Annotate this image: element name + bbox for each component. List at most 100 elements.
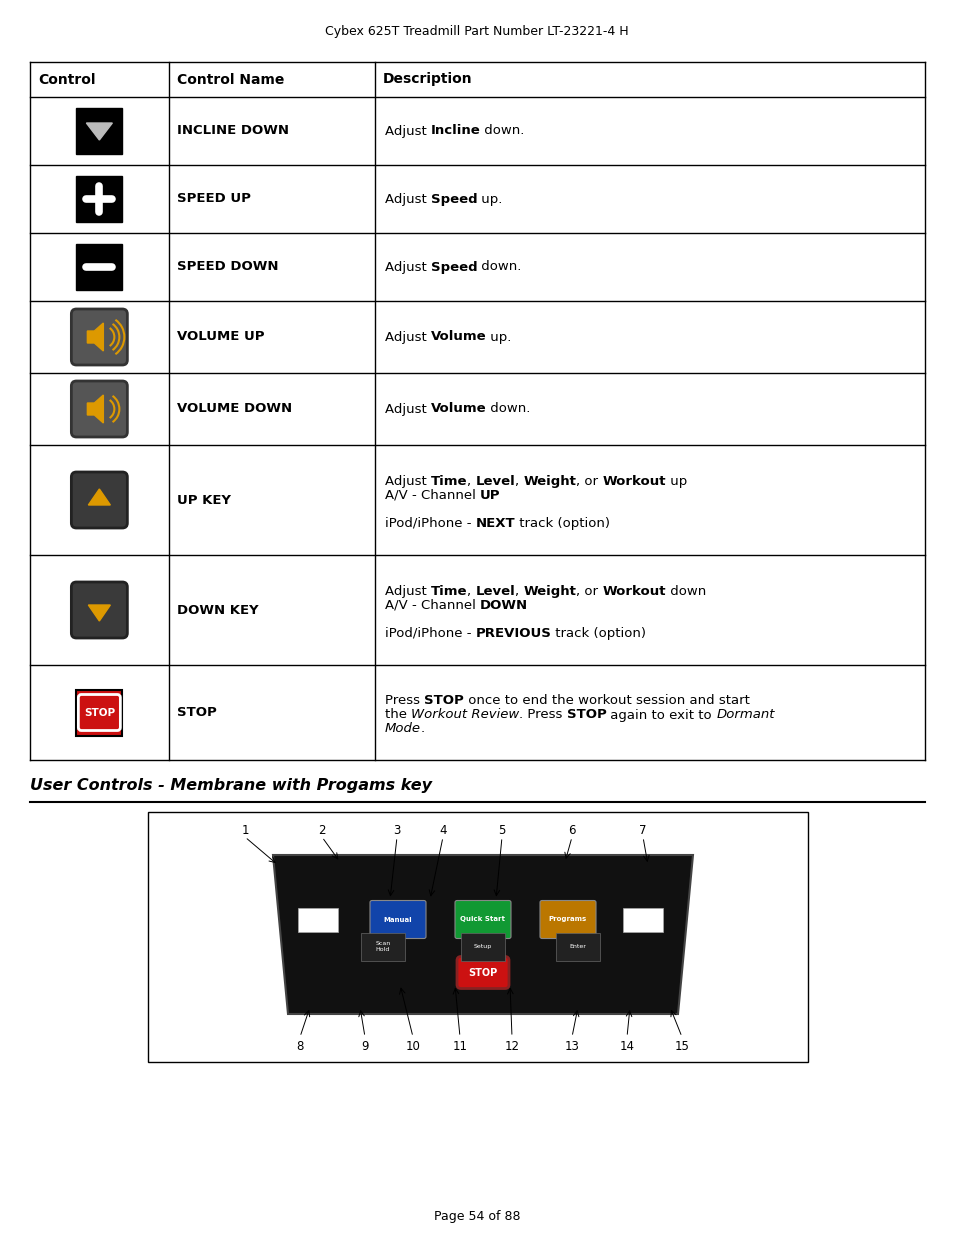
FancyBboxPatch shape — [456, 956, 509, 988]
Text: ,: , — [467, 475, 475, 488]
Text: 5: 5 — [497, 824, 505, 836]
Text: once to end the workout session and start: once to end the workout session and star… — [463, 694, 749, 708]
FancyBboxPatch shape — [76, 245, 122, 290]
FancyBboxPatch shape — [556, 932, 599, 961]
FancyBboxPatch shape — [460, 932, 504, 961]
Text: 10: 10 — [405, 1040, 420, 1052]
Text: Time: Time — [430, 475, 467, 488]
Text: 11: 11 — [452, 1040, 467, 1052]
Text: 15: 15 — [674, 1040, 689, 1052]
Text: Cybex 625T Treadmill Part Number LT-23221-4 H: Cybex 625T Treadmill Part Number LT-2322… — [325, 25, 628, 38]
FancyBboxPatch shape — [76, 107, 122, 154]
Text: track (option): track (option) — [515, 517, 609, 530]
Text: Manual: Manual — [383, 916, 412, 923]
FancyBboxPatch shape — [622, 908, 662, 931]
Text: SPEED UP: SPEED UP — [176, 193, 251, 205]
Text: Setup: Setup — [474, 944, 492, 948]
Text: Dormant: Dormant — [716, 709, 774, 721]
FancyBboxPatch shape — [76, 689, 122, 736]
Text: SPEED DOWN: SPEED DOWN — [176, 261, 278, 273]
Text: Time: Time — [430, 585, 467, 598]
Text: ,: , — [515, 475, 523, 488]
Text: Description: Description — [382, 73, 472, 86]
Text: 8: 8 — [296, 1040, 303, 1052]
Text: 2: 2 — [318, 824, 325, 836]
Text: UP KEY: UP KEY — [176, 494, 231, 506]
Text: INCLINE DOWN: INCLINE DOWN — [176, 125, 289, 137]
FancyBboxPatch shape — [455, 900, 511, 939]
Text: the: the — [384, 709, 411, 721]
Text: Weight: Weight — [523, 585, 576, 598]
FancyBboxPatch shape — [71, 472, 128, 529]
Text: iPod/iPhone -: iPod/iPhone - — [384, 627, 475, 640]
Text: Volume: Volume — [430, 331, 486, 343]
Text: ,: , — [515, 585, 523, 598]
Text: DOWN KEY: DOWN KEY — [176, 604, 258, 616]
Text: Enter: Enter — [569, 944, 586, 948]
Text: Mode: Mode — [384, 722, 420, 736]
Text: down.: down. — [479, 125, 524, 137]
Text: Level: Level — [475, 585, 515, 598]
Polygon shape — [89, 489, 111, 505]
Text: 6: 6 — [568, 824, 576, 836]
Text: 12: 12 — [504, 1040, 519, 1052]
Text: PREVIOUS: PREVIOUS — [475, 627, 551, 640]
Text: NEXT: NEXT — [475, 517, 515, 530]
Text: STOP: STOP — [423, 694, 463, 708]
FancyBboxPatch shape — [71, 582, 128, 638]
FancyBboxPatch shape — [78, 694, 120, 730]
Text: , or: , or — [576, 585, 602, 598]
Text: VOLUME DOWN: VOLUME DOWN — [176, 403, 292, 415]
Text: A/V - Channel: A/V - Channel — [384, 599, 479, 613]
Text: Workout Review: Workout Review — [411, 709, 518, 721]
FancyBboxPatch shape — [71, 382, 128, 437]
Text: DOWN: DOWN — [479, 599, 527, 613]
Text: up.: up. — [476, 193, 502, 205]
Text: Adjust: Adjust — [384, 585, 430, 598]
FancyBboxPatch shape — [370, 900, 426, 939]
Polygon shape — [89, 605, 111, 621]
Text: Control: Control — [38, 73, 95, 86]
Text: 14: 14 — [618, 1040, 634, 1052]
FancyBboxPatch shape — [360, 932, 405, 961]
Text: UP: UP — [479, 489, 499, 501]
Text: Incline: Incline — [430, 125, 479, 137]
Text: Adjust: Adjust — [384, 475, 430, 488]
Text: VOLUME UP: VOLUME UP — [176, 331, 264, 343]
Text: 4: 4 — [438, 824, 446, 836]
Text: Page 54 of 88: Page 54 of 88 — [434, 1210, 519, 1223]
Text: STOP: STOP — [84, 708, 114, 718]
Text: down.: down. — [476, 261, 521, 273]
Text: 9: 9 — [361, 1040, 369, 1052]
Polygon shape — [88, 324, 103, 351]
FancyBboxPatch shape — [71, 309, 128, 366]
Text: down.: down. — [486, 403, 530, 415]
Text: 3: 3 — [393, 824, 400, 836]
Text: , or: , or — [576, 475, 602, 488]
Text: Weight: Weight — [523, 475, 576, 488]
FancyBboxPatch shape — [76, 177, 122, 222]
Polygon shape — [273, 855, 692, 1014]
Polygon shape — [88, 395, 103, 424]
FancyBboxPatch shape — [539, 900, 596, 939]
Text: User Controls - Membrane with Progams key: User Controls - Membrane with Progams ke… — [30, 778, 432, 793]
Text: STOP: STOP — [176, 706, 216, 719]
Text: down: down — [665, 585, 706, 598]
Text: ,: , — [467, 585, 475, 598]
Text: 13: 13 — [564, 1040, 578, 1052]
Text: . Press: . Press — [518, 709, 566, 721]
Polygon shape — [87, 124, 112, 140]
Text: Workout: Workout — [602, 585, 665, 598]
Text: up.: up. — [486, 331, 511, 343]
Text: Quick Start: Quick Start — [460, 916, 505, 923]
FancyBboxPatch shape — [297, 908, 337, 931]
Text: again to exit to: again to exit to — [606, 709, 716, 721]
Text: Adjust: Adjust — [384, 193, 430, 205]
Text: A/V - Channel: A/V - Channel — [384, 489, 479, 501]
Text: Speed: Speed — [430, 261, 476, 273]
Text: Volume: Volume — [430, 403, 486, 415]
Text: Workout: Workout — [602, 475, 665, 488]
Text: Adjust: Adjust — [384, 261, 430, 273]
Text: up: up — [665, 475, 687, 488]
Text: .: . — [420, 722, 424, 736]
